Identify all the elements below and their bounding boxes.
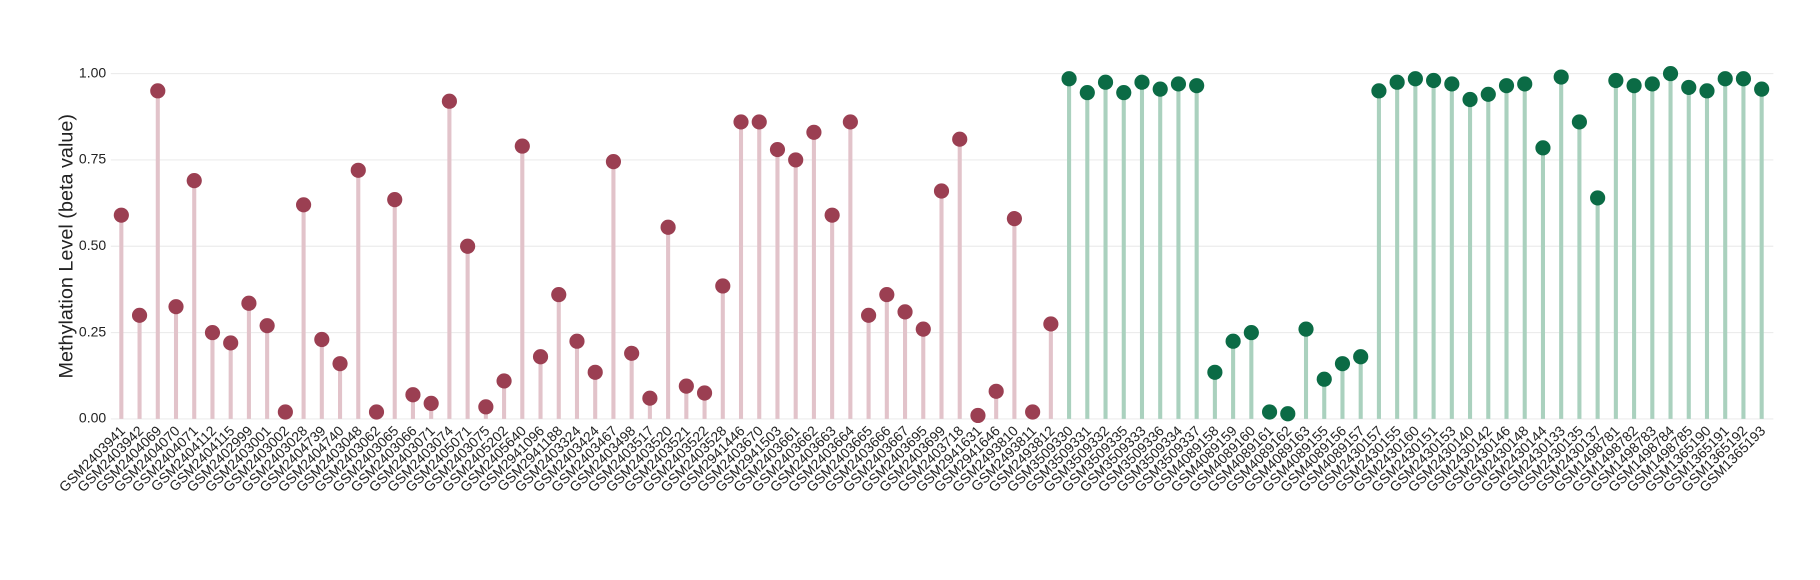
dot — [1079, 84, 1095, 101]
dot — [314, 331, 330, 348]
dot — [514, 138, 530, 154]
dot — [1644, 76, 1660, 92]
dot — [769, 141, 786, 158]
dot — [1152, 81, 1168, 97]
dot — [186, 173, 202, 189]
dot — [1280, 406, 1296, 422]
dot — [1043, 316, 1059, 332]
y-tick-label: 0.50 — [79, 237, 106, 253]
dot — [1608, 72, 1624, 89]
dot — [551, 287, 567, 303]
dot — [204, 325, 221, 341]
dot — [1426, 72, 1442, 89]
dot — [441, 93, 457, 109]
dot — [1571, 114, 1587, 130]
dot — [368, 404, 385, 420]
dot — [696, 385, 713, 401]
dot — [587, 364, 603, 380]
dot — [168, 299, 184, 315]
dot — [277, 404, 293, 420]
dot — [678, 378, 694, 394]
dot — [405, 387, 421, 403]
dot — [642, 390, 658, 406]
dot — [1754, 81, 1770, 97]
dot — [1189, 78, 1205, 94]
dot — [1261, 404, 1278, 420]
dot — [423, 395, 439, 411]
dot — [1316, 371, 1332, 387]
dot — [350, 162, 366, 178]
dot — [1681, 79, 1697, 95]
dot — [1097, 74, 1114, 90]
dot — [751, 114, 767, 130]
dot — [1116, 84, 1132, 101]
dot — [387, 192, 403, 208]
dot — [861, 307, 877, 323]
dot — [1407, 71, 1423, 87]
dot — [1717, 71, 1733, 87]
dot — [569, 333, 585, 349]
y-tick-label: 0.00 — [79, 410, 106, 426]
dot — [605, 154, 622, 170]
dot — [1170, 76, 1187, 92]
dot — [1134, 74, 1150, 90]
dot — [1626, 78, 1642, 94]
dot — [1699, 83, 1715, 99]
y-tick-label: 0.75 — [79, 151, 106, 167]
dot — [806, 124, 822, 140]
dot — [1389, 74, 1405, 90]
dot — [879, 287, 895, 303]
dot — [150, 83, 166, 99]
dot — [788, 152, 804, 168]
dot — [952, 131, 968, 147]
dot — [241, 295, 257, 311]
dot — [1025, 404, 1041, 420]
dot — [1444, 76, 1460, 92]
dot — [1298, 321, 1314, 337]
dot — [970, 407, 986, 424]
dot — [824, 207, 840, 223]
dot — [296, 197, 312, 213]
dot — [1735, 71, 1752, 87]
dot — [532, 349, 549, 365]
dot — [1498, 78, 1515, 94]
dot — [1535, 140, 1551, 156]
dot — [842, 114, 858, 130]
dot — [1061, 71, 1077, 87]
dot — [1517, 76, 1533, 92]
dot — [988, 383, 1004, 399]
dot — [460, 238, 476, 254]
dot — [1480, 86, 1496, 102]
dot — [1334, 356, 1351, 372]
dot — [1207, 364, 1223, 380]
dot — [1371, 83, 1387, 99]
dot — [660, 219, 676, 235]
y-axis-label: Methylation Level (beta value) — [55, 114, 77, 379]
dot — [897, 304, 913, 320]
dot — [478, 399, 494, 415]
dot — [113, 207, 129, 223]
dot — [1590, 190, 1606, 206]
y-tick-label: 1.00 — [79, 64, 106, 80]
dot — [733, 114, 749, 130]
dot — [624, 345, 640, 361]
dot — [1662, 66, 1679, 82]
dot — [1553, 69, 1569, 85]
dot — [933, 183, 950, 199]
dot — [1353, 349, 1369, 365]
dot — [223, 335, 239, 351]
dot — [131, 307, 148, 323]
dot — [915, 321, 931, 337]
dot — [332, 356, 348, 372]
dot — [1243, 325, 1259, 341]
dot — [496, 373, 512, 389]
dot — [1006, 211, 1022, 227]
dot — [1225, 333, 1241, 349]
dot — [259, 318, 275, 334]
dot — [1462, 91, 1478, 108]
y-tick-label: 0.25 — [79, 323, 106, 339]
dot — [715, 278, 731, 294]
